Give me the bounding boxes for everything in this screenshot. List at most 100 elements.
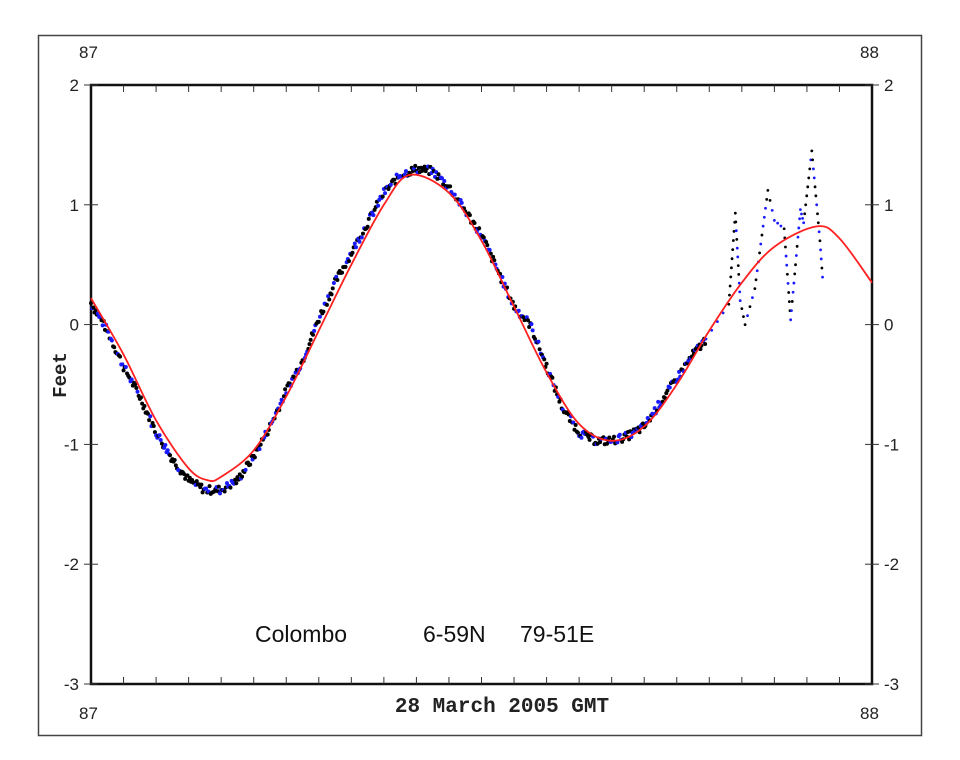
observed-point	[233, 477, 238, 482]
observed-point	[762, 215, 766, 219]
observed-point	[168, 453, 173, 458]
observed-point	[785, 272, 789, 276]
observed-point	[350, 250, 355, 255]
observed-point	[487, 247, 492, 252]
observed-point	[731, 239, 735, 242]
observed-point	[492, 258, 497, 263]
observed-point	[329, 292, 334, 297]
observed-point	[138, 395, 143, 400]
observed-point	[730, 257, 734, 261]
observed-point	[442, 178, 447, 183]
y-tick-label-left: 2	[70, 76, 79, 95]
observed-point	[352, 241, 357, 246]
observed-point	[764, 206, 767, 210]
observed-point	[760, 233, 764, 237]
observed-point	[439, 176, 444, 181]
observed-point	[793, 272, 797, 276]
observed-point	[728, 293, 731, 297]
observed-point	[794, 254, 798, 257]
observed-point	[257, 447, 262, 452]
observed-point	[330, 286, 335, 291]
station-lat: 6-59N	[423, 621, 486, 647]
observed-point	[134, 385, 139, 390]
observed-point	[500, 274, 505, 279]
observed-point	[731, 248, 735, 252]
observed-point	[537, 347, 542, 352]
observed-point	[738, 290, 742, 294]
observed-point	[527, 325, 532, 330]
observed-point	[100, 323, 105, 328]
observed-point	[795, 244, 799, 248]
observed-point	[386, 186, 391, 191]
observed-point	[312, 328, 317, 333]
y-axis-label: Feet	[50, 352, 72, 398]
observed-point	[730, 266, 733, 270]
observed-point	[716, 320, 719, 324]
y-tick-label-right: -2	[884, 555, 899, 574]
observed-point	[754, 278, 758, 282]
observed-point	[738, 299, 742, 303]
observed-point	[252, 455, 257, 460]
observed-point	[800, 212, 803, 216]
observed-point	[806, 185, 810, 189]
observed-point	[808, 167, 812, 171]
observed-point	[532, 336, 537, 341]
observed-point	[308, 337, 313, 342]
observed-point	[776, 221, 780, 225]
observed-point	[448, 184, 453, 189]
x-tick-label-bottom-start: 87	[79, 704, 98, 723]
observed-point	[607, 435, 612, 440]
y-tick-label-right: 2	[884, 76, 893, 95]
observed-point	[248, 462, 253, 467]
observed-point	[751, 296, 754, 300]
observed-point	[550, 375, 555, 380]
observed-point	[165, 448, 170, 453]
x-tick-label-bottom-end: 88	[860, 704, 879, 723]
observed-point	[159, 441, 164, 446]
observed-point	[516, 308, 521, 313]
observed-point	[530, 328, 535, 333]
observed-point	[491, 254, 496, 259]
observed-point	[737, 273, 741, 276]
observed-point	[813, 185, 817, 189]
observed-point	[656, 399, 661, 404]
observed-point	[413, 163, 418, 168]
observed-point	[183, 476, 188, 481]
observed-point	[746, 314, 749, 318]
observed-point	[765, 197, 769, 201]
observed-point	[734, 220, 738, 224]
observed-point	[784, 245, 787, 249]
observed-point	[224, 481, 229, 486]
observed-point	[163, 443, 168, 448]
observed-point	[605, 441, 610, 446]
observed-point	[335, 278, 340, 283]
observed-point	[148, 414, 153, 419]
observed-point	[802, 221, 806, 225]
observed-point	[472, 220, 477, 225]
observed-point	[173, 463, 178, 468]
y-tick-label-left: -2	[64, 555, 79, 574]
observed-point	[573, 423, 578, 428]
observed-point	[728, 284, 732, 288]
observed-point	[755, 269, 759, 273]
y-tick-label-right: -1	[884, 435, 899, 454]
observed-point	[727, 302, 731, 306]
observed-point	[787, 291, 791, 294]
observed-point	[742, 315, 745, 319]
observed-point	[819, 248, 822, 252]
observed-point	[821, 275, 824, 279]
observed-point	[392, 177, 397, 182]
observed-point	[790, 309, 793, 313]
observed-point	[736, 255, 740, 259]
observed-point	[357, 239, 362, 244]
observed-point	[789, 318, 793, 322]
observed-point	[611, 434, 616, 439]
observed-point	[617, 432, 622, 437]
observed-point	[575, 430, 580, 435]
observed-point	[810, 149, 814, 153]
observed-point	[436, 172, 441, 177]
observed-point	[376, 203, 381, 208]
observed-point	[797, 226, 801, 230]
observed-point	[736, 264, 740, 268]
